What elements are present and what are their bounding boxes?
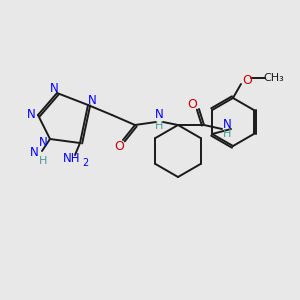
Text: N: N [27,109,35,122]
Text: 2: 2 [82,158,88,168]
Text: H: H [39,156,47,166]
Text: N: N [223,118,231,130]
Text: O: O [242,74,252,86]
Text: O: O [187,98,197,112]
Text: NH: NH [63,152,81,166]
Text: O: O [114,140,124,154]
Text: N: N [88,94,96,107]
Text: CH₃: CH₃ [264,73,284,83]
Text: N: N [39,136,47,149]
Text: H: H [223,129,231,139]
Text: N: N [50,82,58,94]
Text: H: H [155,121,163,131]
Text: N: N [154,109,164,122]
Text: N: N [30,146,38,160]
